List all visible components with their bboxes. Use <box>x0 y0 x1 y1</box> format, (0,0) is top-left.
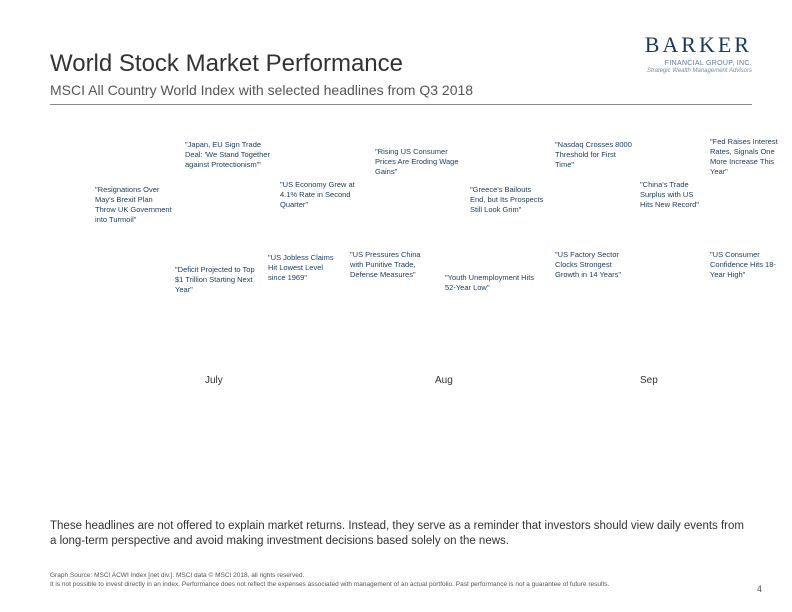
footnote-line-2: It is not possible to invest directly in… <box>50 581 742 590</box>
page-number: 4 <box>757 584 762 594</box>
axis-july: July <box>205 375 223 386</box>
headline-brexit: "Resignations Over May's Brexit Plan Thr… <box>95 185 175 226</box>
logo-name: BARKER <box>645 32 752 58</box>
logo-tagline: Strategic Wealth Management Advisors <box>645 68 752 74</box>
footnote-line-1: Graph Source: MSCI ACWI Index [net div.]… <box>50 572 742 581</box>
headline-us-pressures: "US Pressures China with Punitive Trade,… <box>350 250 425 280</box>
axis-aug: Aug <box>435 375 453 386</box>
headline-nasdaq: "Nasdaq Crosses 8000 Threshold for First… <box>555 140 633 170</box>
page-subtitle: MSCI All Country World Index with select… <box>50 82 752 98</box>
footnote: Graph Source: MSCI ACWI Index [net div.]… <box>50 572 742 590</box>
headline-chart: "Resignations Over May's Brexit Plan Thr… <box>50 135 750 415</box>
headline-us-economy: "US Economy Grew at 4.1% Rate in Second … <box>280 180 365 210</box>
headline-fed: "Fed Raises Interest Rates, Signals One … <box>710 137 782 178</box>
axis-sep: Sep <box>640 375 658 386</box>
headline-deficit: "Deficit Projected to Top $1 Trillion St… <box>175 265 255 295</box>
headline-japan-eu: "Japan, EU Sign Trade Deal: 'We Stand To… <box>185 140 277 170</box>
headline-consumer-prices: "Rising US Consumer Prices Are Eroding W… <box>375 147 463 177</box>
headline-china-trade: "China's Trade Surplus with US Hits New … <box>640 180 705 210</box>
company-logo: BARKER FINANCIAL GROUP, INC. Strategic W… <box>645 32 752 74</box>
headline-factory: "US Factory Sector Clocks Strongest Grow… <box>555 250 627 280</box>
body-paragraph: These headlines are not offered to expla… <box>50 519 752 550</box>
headline-greece: "Greece's Bailouts End, but Its Prospect… <box>470 185 548 215</box>
headline-consumer-confidence: "US Consumer Confidence Hits 18-Year Hig… <box>710 250 788 280</box>
title-divider <box>50 104 752 105</box>
logo-sub: FINANCIAL GROUP, INC. <box>645 60 752 67</box>
headline-youth-unemployment: "Youth Unemployment Hits 52-Year Low" <box>445 273 535 293</box>
headline-jobless: "US Jobless Claims Hit Lowest Level sinc… <box>268 253 336 283</box>
